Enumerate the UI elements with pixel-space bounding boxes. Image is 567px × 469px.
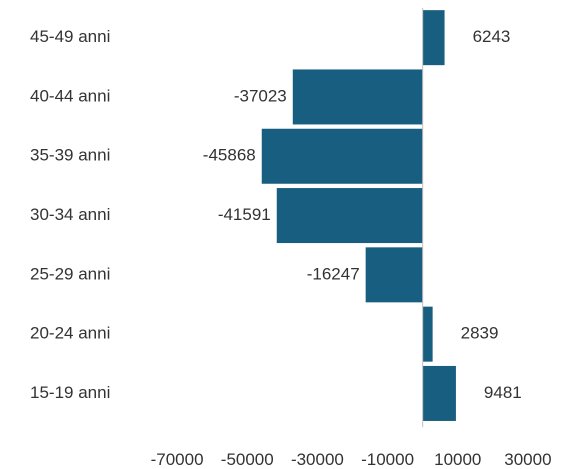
bar-45-49-anni [422, 10, 445, 66]
bar-25-29-anni [365, 247, 423, 303]
x-tick-labels-layer: -70000 -50000 -30000 -10000 10000 30000 [151, 450, 552, 469]
category-label: 15-19 anni [30, 383, 110, 402]
category-labels-layer: 45-49 anni 40-44 anni 35-39 anni 30-34 anni… [30, 27, 110, 402]
value-label: -45868 [203, 146, 256, 165]
bar-35-39-anni [261, 128, 423, 184]
value-label: -41591 [218, 205, 271, 224]
value-labels-layer: 6243 -37023 -45868 -41591 -16247 2839 9481 [203, 27, 522, 402]
value-label: -16247 [307, 264, 360, 283]
bar-30-34-anni [276, 188, 423, 244]
x-tick-label: -10000 [361, 450, 414, 469]
value-label: -37023 [234, 86, 287, 105]
bars-layer [261, 10, 456, 421]
x-tick-label: -50000 [221, 450, 274, 469]
category-label: 20-24 anni [30, 324, 110, 343]
category-label: 35-39 anni [30, 146, 110, 165]
category-label: 25-29 anni [30, 264, 110, 283]
category-label: 40-44 anni [30, 86, 110, 105]
category-label: 45-49 anni [30, 27, 110, 46]
category-label: 30-34 anni [30, 205, 110, 224]
bar-15-19-anni [422, 365, 456, 421]
value-label: 2839 [461, 324, 499, 343]
bar-20-24-anni [422, 306, 433, 362]
x-tick-label: 10000 [434, 450, 481, 469]
x-tick-label: 30000 [504, 450, 551, 469]
x-tick-label: -30000 [291, 450, 344, 469]
value-label: 9481 [484, 383, 522, 402]
value-label: 6243 [473, 27, 511, 46]
bar-40-44-anni [292, 69, 423, 125]
x-tick-label: -70000 [151, 450, 204, 469]
